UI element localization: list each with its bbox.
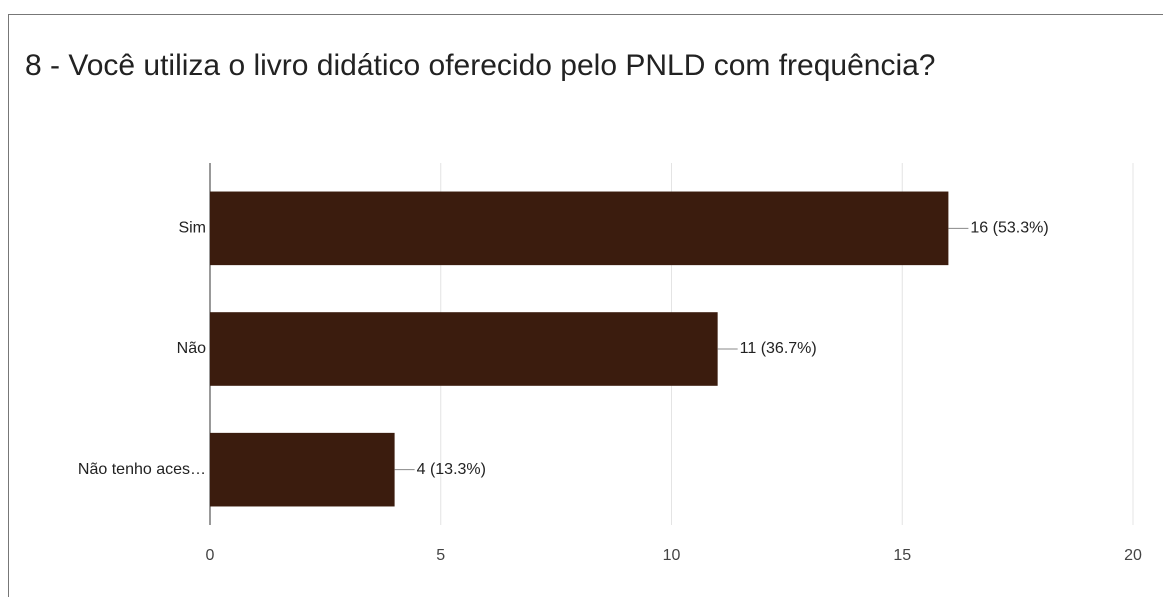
frame [8, 14, 1163, 597]
y-tick-label: Não [177, 340, 206, 357]
x-tick-label: 5 [436, 547, 445, 564]
bar [210, 432, 395, 507]
data-label: 4 (13.3%) [417, 461, 486, 478]
x-tick-label: 10 [663, 547, 681, 564]
x-tick-label: 15 [893, 547, 911, 564]
y-tick-label: Não tenho aces… [78, 461, 206, 478]
chart-title: 8 - Você utiliza o livro didático oferec… [25, 49, 936, 82]
x-tick-label: 20 [1124, 547, 1142, 564]
bar [210, 191, 949, 266]
y-tick-label: Sim [178, 220, 206, 237]
bar [210, 312, 718, 386]
data-label: 16 (53.3%) [970, 220, 1048, 237]
data-label: 11 (36.7%) [740, 340, 817, 357]
x-tick-label: 0 [206, 547, 215, 564]
